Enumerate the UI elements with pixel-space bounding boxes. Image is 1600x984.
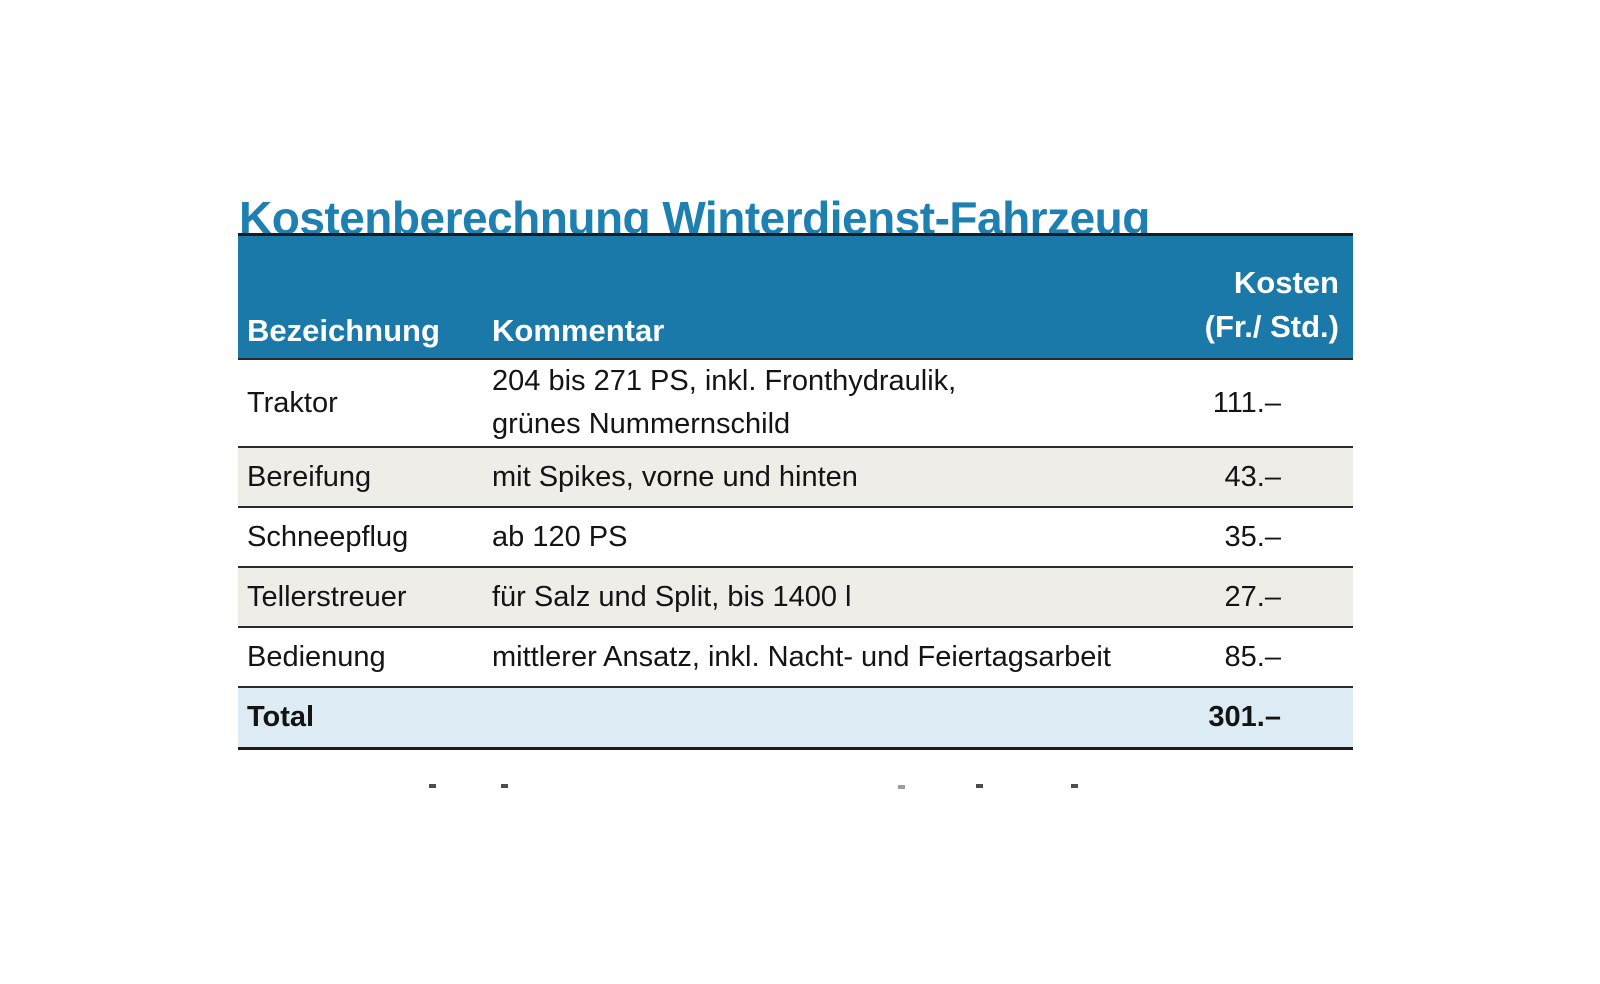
comment-line: 204 bis 271 PS, inkl. Fronthydraulik, (492, 365, 957, 397)
column-header-kosten-line1: Kosten (1233, 265, 1339, 300)
cell-bezeichnung: Tellerstreuer (247, 580, 407, 613)
comment-line: ab 120 PS (492, 520, 628, 553)
cell-kommentar: mit Spikes, vorne und hinten (492, 456, 1225, 499)
cell-kommentar: für Salz und Split, bis 1400 l (492, 576, 1225, 619)
table-row-traktor: Traktor 204 bis 271 PS, inkl. Fronthydra… (238, 358, 1353, 446)
comment-line: mittlerer Ansatz, inkl. Nacht- und Feier… (492, 640, 1111, 673)
cell-kosten: 85.– (1224, 640, 1281, 673)
cropped-text-artifact (976, 784, 983, 788)
column-header-kosten: Kosten (Fr./ Std.) (1205, 261, 1353, 349)
comment-line: für Salz und Split, bis 1400 l (492, 580, 852, 613)
cropped-text-artifact (1071, 784, 1078, 788)
table-row-bedienung: Bedienung mittlerer Ansatz, inkl. Nacht-… (238, 626, 1353, 686)
cell-total-kosten: 301.– (1208, 701, 1281, 733)
cell-kosten: 35.– (1224, 520, 1281, 553)
cell-bezeichnung: Traktor (247, 386, 338, 419)
column-header-kommentar: Kommentar (492, 313, 665, 348)
cell-bezeichnung: Schneepflug (247, 520, 409, 553)
table-row-tellerstreuer: Tellerstreuer für Salz und Split, bis 14… (238, 566, 1353, 626)
cell-kommentar: mittlerer Ansatz, inkl. Nacht- und Feier… (492, 636, 1225, 679)
table-header-row: Bezeichnung Kommentar Kosten (Fr./ Std.) (238, 236, 1353, 358)
cost-table: Bezeichnung Kommentar Kosten (Fr./ Std.)… (238, 233, 1353, 750)
cell-kommentar: ab 120 PS (492, 516, 1225, 559)
cropped-text-artifact (501, 784, 508, 788)
cell-bezeichnung: Bereifung (247, 460, 372, 493)
cell-kommentar: 204 bis 271 PS, inkl. Fronthydraulik, gr… (492, 360, 1213, 446)
cell-kosten: 43.– (1224, 460, 1281, 493)
table-row-schneepflug: Schneepflug ab 120 PS 35.– (238, 506, 1353, 566)
cropped-text-artifact (429, 784, 436, 788)
table-row-total: Total 301.– (238, 686, 1353, 747)
comment-line: grünes Nummernschild (492, 408, 791, 440)
comment-line: mit Spikes, vorne und hinten (492, 460, 858, 493)
cell-bezeichnung: Bedienung (247, 640, 386, 673)
cropped-text-artifact (898, 785, 905, 789)
cell-total-label: Total (247, 701, 315, 733)
column-header-bezeichnung: Bezeichnung (247, 313, 440, 348)
table-row-bereifung: Bereifung mit Spikes, vorne und hinten 4… (238, 446, 1353, 506)
cell-kosten: 111.– (1212, 386, 1281, 419)
column-header-kosten-line2: (Fr./ Std.) (1204, 309, 1339, 344)
cell-kosten: 27.– (1224, 580, 1281, 613)
